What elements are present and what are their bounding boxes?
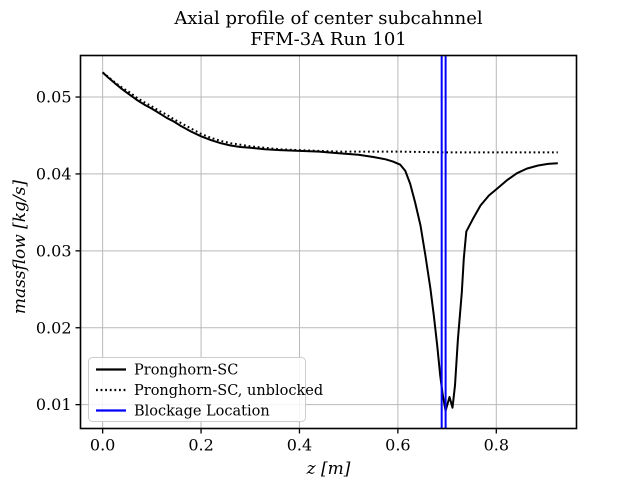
series-layer: [101, 71, 558, 412]
tick-layer: 0.0 0.2 0.4 0.6 0.8 0.01 0.02 0.03 0.04 0.05: [36, 88, 509, 455]
x-tick-label: 0.4: [287, 436, 312, 455]
y-tick-label: 0.03: [36, 241, 72, 260]
x-tick-label: 0.8: [484, 436, 509, 455]
legend-label: Pronghorn-SC, unblocked: [134, 383, 323, 399]
y-tick-label: 0.05: [36, 88, 72, 107]
y-axis-label: massflow [kg/s]: [10, 180, 30, 315]
axes-frame: [79, 54, 578, 430]
y-tick-label: 0.04: [36, 164, 72, 183]
legend-label: Blockage Location: [134, 404, 270, 420]
x-axis-label: z [m]: [306, 459, 351, 479]
legend-box: [88, 357, 306, 422]
x-tick-label: 0.2: [188, 436, 213, 455]
legend-label: Pronghorn-SC: [134, 363, 238, 379]
series-pronghorn-sc: [101, 71, 558, 412]
x-tick-label: 0.6: [385, 436, 410, 455]
y-tick-label: 0.02: [36, 318, 72, 337]
legend: Pronghorn-SC Pronghorn-SC, unblocked Block…: [88, 357, 323, 422]
x-tick-label: 0.0: [90, 436, 115, 455]
chart-title-line2: FFM-3A Run 101: [250, 29, 406, 50]
chart-title-line1: Axial profile of center subcahnnel: [173, 8, 483, 29]
series-pronghorn-sc-unblocked: [101, 71, 558, 154]
y-tick-label: 0.01: [36, 395, 72, 414]
blockage-lines-layer: [440, 55, 447, 429]
